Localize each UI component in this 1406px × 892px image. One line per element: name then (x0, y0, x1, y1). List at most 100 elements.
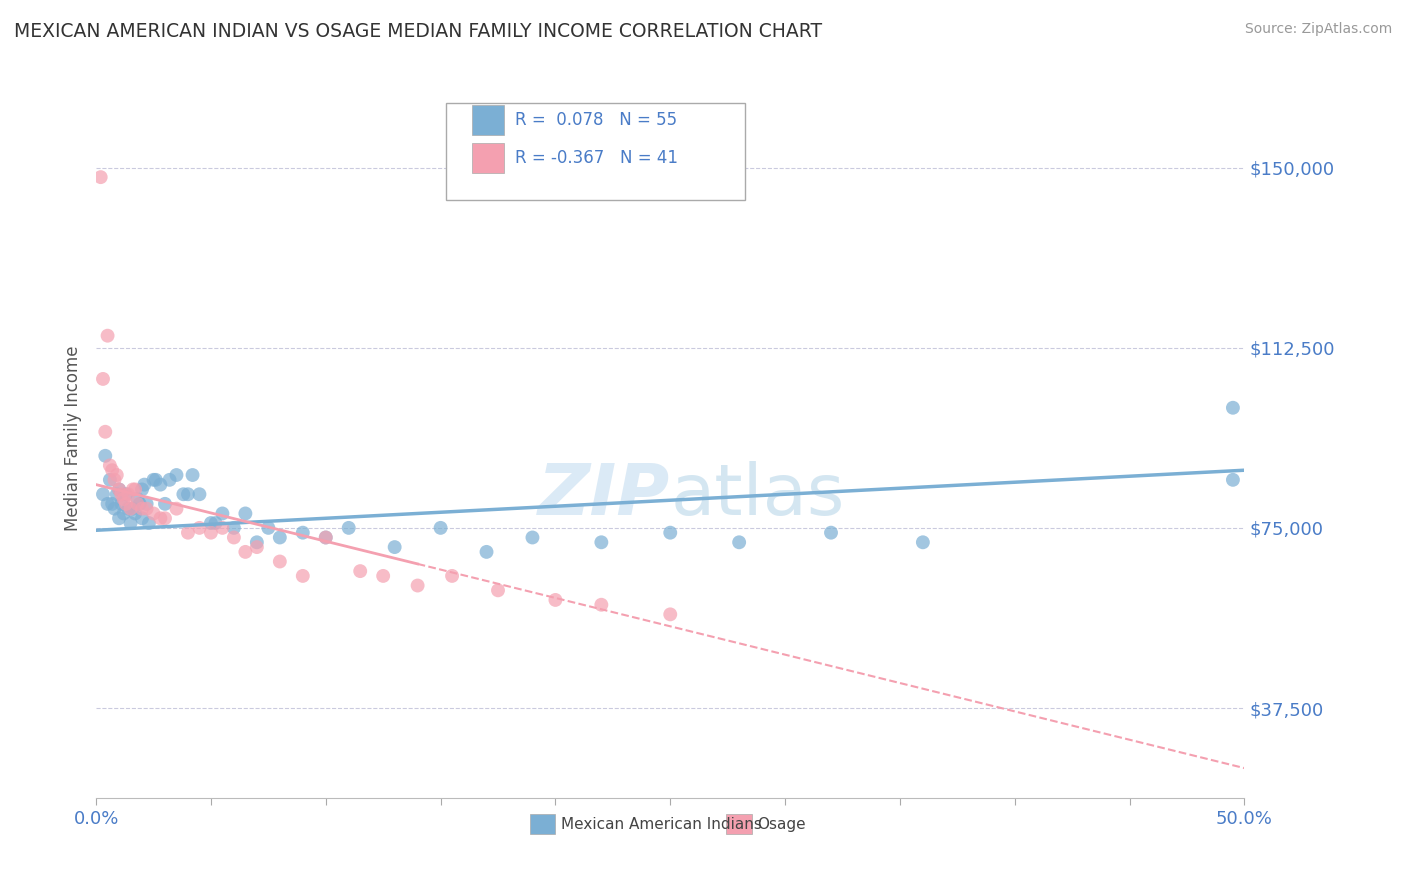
Text: R =  0.078   N = 55: R = 0.078 N = 55 (515, 111, 678, 129)
Point (101, 463, 124, 477)
Text: ZIP: ZIP (538, 461, 671, 530)
Point (1222, 473, 1244, 487)
Point (108, 483, 131, 497)
Point (121, 483, 143, 497)
FancyBboxPatch shape (471, 105, 503, 135)
Point (406, 578, 429, 592)
Point (135, 497, 157, 511)
Point (291, 569, 314, 583)
Point (291, 525, 314, 540)
Point (115, 487, 138, 501)
Point (728, 535, 751, 549)
Point (127, 491, 149, 506)
Point (200, 516, 222, 530)
Point (103, 501, 125, 516)
Point (246, 535, 269, 549)
Text: atlas: atlas (671, 461, 845, 530)
Point (166, 468, 188, 483)
Point (124, 507, 146, 521)
Point (120, 516, 142, 530)
Point (200, 525, 222, 540)
Point (98, 458, 121, 473)
Point (315, 531, 337, 545)
Point (127, 497, 149, 511)
Point (172, 487, 194, 501)
Point (591, 598, 613, 612)
Point (134, 477, 156, 491)
Point (115, 497, 138, 511)
Point (188, 521, 211, 535)
Point (188, 487, 211, 501)
Point (112, 491, 135, 506)
Point (149, 477, 172, 491)
Point (135, 501, 157, 516)
Point (659, 607, 682, 622)
Point (384, 540, 406, 554)
FancyBboxPatch shape (471, 143, 503, 173)
Point (90, 170, 112, 185)
Point (153, 497, 176, 511)
Point (349, 564, 371, 578)
Point (145, 473, 167, 487)
Y-axis label: Median Family Income: Median Family Income (65, 345, 82, 531)
Point (142, 473, 165, 487)
Point (117, 501, 139, 516)
Point (591, 535, 613, 549)
Point (91, 487, 114, 501)
Point (101, 497, 124, 511)
Point (337, 521, 360, 535)
Point (257, 521, 280, 535)
Point (269, 554, 291, 568)
Text: Mexican American Indians: Mexican American Indians (561, 816, 762, 831)
Point (120, 501, 142, 516)
Point (131, 511, 153, 525)
Point (429, 521, 451, 535)
Point (911, 535, 934, 549)
Text: Source: ZipAtlas.com: Source: ZipAtlas.com (1244, 22, 1392, 37)
Point (166, 501, 188, 516)
Point (235, 545, 257, 559)
Text: MEXICAN AMERICAN INDIAN VS OSAGE MEDIAN FAMILY INCOME CORRELATION CHART: MEXICAN AMERICAN INDIAN VS OSAGE MEDIAN … (14, 22, 823, 41)
Point (108, 511, 131, 525)
Point (475, 545, 498, 559)
Point (373, 569, 395, 583)
Point (110, 487, 132, 501)
Point (544, 593, 567, 607)
Point (222, 521, 245, 535)
Point (94, 449, 117, 463)
Point (315, 531, 337, 545)
Point (105, 487, 128, 501)
Point (138, 516, 160, 530)
Point (181, 468, 204, 483)
Point (97, 328, 120, 343)
Point (97, 497, 120, 511)
Point (820, 525, 842, 540)
Point (142, 507, 165, 521)
Point (246, 540, 269, 554)
Point (222, 531, 245, 545)
Point (131, 483, 153, 497)
Point (110, 497, 132, 511)
Point (124, 483, 146, 497)
Point (177, 525, 200, 540)
Point (1222, 401, 1244, 415)
Text: Osage: Osage (758, 816, 806, 831)
Point (204, 516, 226, 530)
FancyBboxPatch shape (446, 103, 745, 200)
Point (486, 583, 509, 598)
Text: R = -0.367   N = 41: R = -0.367 N = 41 (515, 149, 678, 167)
Point (117, 487, 139, 501)
Point (522, 531, 544, 545)
Point (211, 521, 233, 535)
Point (177, 487, 200, 501)
Point (121, 501, 143, 516)
Point (108, 483, 131, 497)
Point (159, 473, 181, 487)
Point (153, 511, 176, 525)
Point (269, 531, 291, 545)
Point (112, 507, 135, 521)
Point (105, 468, 128, 483)
Point (91, 372, 114, 386)
Point (235, 507, 257, 521)
Point (659, 525, 682, 540)
